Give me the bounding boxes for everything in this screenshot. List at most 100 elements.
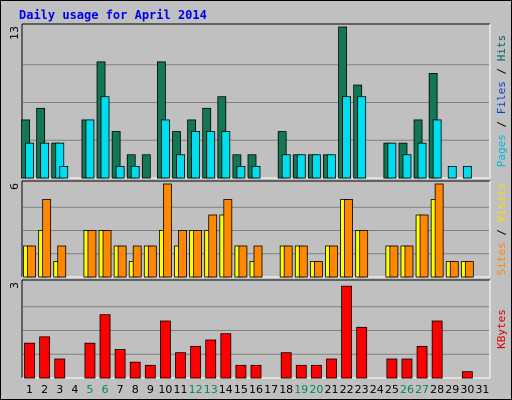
x-tick-label: 24: [370, 383, 384, 396]
y-axis-max-label: 13: [8, 26, 21, 40]
bar-files-day-20: [311, 154, 321, 179]
side-legend-pages: Pages: [495, 134, 508, 167]
x-tick-label: 11: [174, 383, 188, 396]
bar-kbytes-day-3: [54, 358, 66, 379]
bar-sites-day-27: [419, 214, 429, 278]
side-legend-sites: Sites: [495, 242, 508, 275]
bar-kbytes-day-27: [416, 345, 428, 379]
x-tick-label: 20: [309, 383, 323, 396]
bar-sites-day-18: [283, 245, 293, 278]
bar-kbytes-day-7: [114, 349, 126, 379]
x-tick-label: 27: [415, 383, 429, 396]
x-tick-label: 1: [26, 383, 33, 396]
bar-files-day-18: [281, 154, 291, 179]
bar-sites-day-7: [117, 245, 127, 278]
side-legend-/: /: [495, 114, 508, 134]
x-tick-label: 18: [279, 383, 293, 396]
bar-files-day-14: [221, 131, 231, 179]
bar-files-day-5: [85, 119, 95, 179]
bar-kbytes-day-13: [205, 339, 217, 379]
bar-kbytes-day-25: [386, 358, 398, 379]
bar-sites-day-6: [102, 230, 112, 278]
bar-files-day-2: [40, 142, 50, 179]
bar-kbytes-day-18: [280, 352, 292, 379]
bar-sites-day-21: [329, 245, 338, 278]
bar-sites-day-10: [163, 183, 172, 278]
bar-sites-day-22: [344, 199, 353, 278]
bar-sites-day-28: [434, 183, 444, 278]
x-tick-label: 14: [219, 383, 233, 396]
bar-sites-day-14: [223, 199, 233, 278]
x-tick-label: 12: [189, 383, 203, 396]
bar-files-day-30: [462, 165, 472, 179]
bar-pages-day-3: [59, 165, 69, 179]
x-tick-label: 29: [445, 383, 459, 396]
x-axis-tick-labels: 1 2 3 4 5 6 7 8 9 10 11 12 13 14 15 16 17 18 19 20 21 22 23 24 2…: [26, 383, 489, 396]
bar-kbytes-day-12: [190, 345, 202, 379]
side-legend-visits: Visits: [495, 183, 508, 223]
panel-top: 13 Pages / Files / Hits: [8, 23, 508, 179]
bar-sites-day-8: [132, 245, 142, 278]
bar-sites-day-12: [193, 230, 203, 278]
bar-files-day-16: [251, 165, 261, 179]
bar-files-day-8: [130, 165, 140, 179]
bar-sites-day-23: [359, 230, 369, 278]
bar-files-day-12: [191, 131, 201, 179]
x-tick-label: 10: [158, 383, 172, 396]
x-tick-label: 26: [400, 383, 414, 396]
bar-sites-day-5: [87, 230, 97, 278]
bar-kbytes-day-14: [220, 333, 232, 379]
bar-files-day-10: [161, 119, 170, 179]
bar-files-day-22: [342, 96, 351, 179]
bar-files-day-23: [357, 96, 367, 179]
x-tick-label: 22: [340, 383, 354, 396]
bar-sites-day-29: [449, 261, 459, 278]
x-tick-label: 6: [102, 383, 109, 396]
x-tick-label: 3: [56, 383, 63, 396]
side-legend-kbytes: KBytes: [495, 309, 508, 349]
bar-sites-day-1: [27, 245, 36, 278]
bar-kbytes-day-5: [84, 342, 96, 379]
x-tick-label: 15: [234, 383, 248, 396]
bar-files-day-1: [25, 142, 34, 179]
bar-kbytes-day-9: [144, 364, 156, 379]
bar-files-day-19: [296, 154, 306, 179]
bar-files-day-21: [327, 154, 336, 179]
bar-kbytes-day-21: [326, 358, 337, 379]
bar-kbytes-day-8: [129, 361, 141, 379]
bar-kbytes-day-28: [431, 320, 443, 379]
bar-kbytes-day-15: [235, 364, 247, 379]
side-legend: Sites / Visits: [495, 183, 508, 276]
bar-sites-day-13: [208, 214, 218, 278]
bar-sites-day-16: [253, 245, 263, 278]
bar-kbytes-day-16: [250, 364, 262, 379]
bar-sites-day-25: [389, 245, 399, 278]
bar-hits-day-9: [141, 154, 151, 179]
x-tick-label: 19: [294, 383, 308, 396]
bar-kbytes-day-30: [461, 371, 473, 379]
bar-sites-day-30: [464, 261, 474, 278]
side-legend-/: /: [495, 222, 508, 242]
x-tick-label: 16: [249, 383, 263, 396]
bar-kbytes-day-6: [99, 314, 111, 379]
x-tick-label: 21: [324, 383, 338, 396]
bar-files-day-28: [432, 119, 442, 179]
x-tick-label: 2: [41, 383, 48, 396]
bar-sites-day-19: [298, 245, 308, 278]
bar-sites-day-2: [42, 199, 52, 278]
x-tick-label: 31: [475, 383, 489, 396]
bar-kbytes-day-19: [295, 364, 307, 379]
bar-kbytes-day-11: [175, 352, 186, 379]
x-tick-label: 4: [71, 383, 78, 396]
side-legend-/: /: [495, 61, 508, 81]
panel-bottom: 3 KBytes: [8, 279, 508, 379]
side-legend-hits: Hits: [495, 35, 508, 62]
bar-files-day-29: [447, 165, 457, 179]
x-tick-label: 25: [385, 383, 399, 396]
x-tick-label: 8: [132, 383, 139, 396]
x-tick-label: 17: [264, 383, 278, 396]
bar-sites-day-9: [147, 245, 157, 278]
bar-sites-day-3: [57, 245, 67, 278]
bar-files-day-27: [417, 142, 427, 179]
